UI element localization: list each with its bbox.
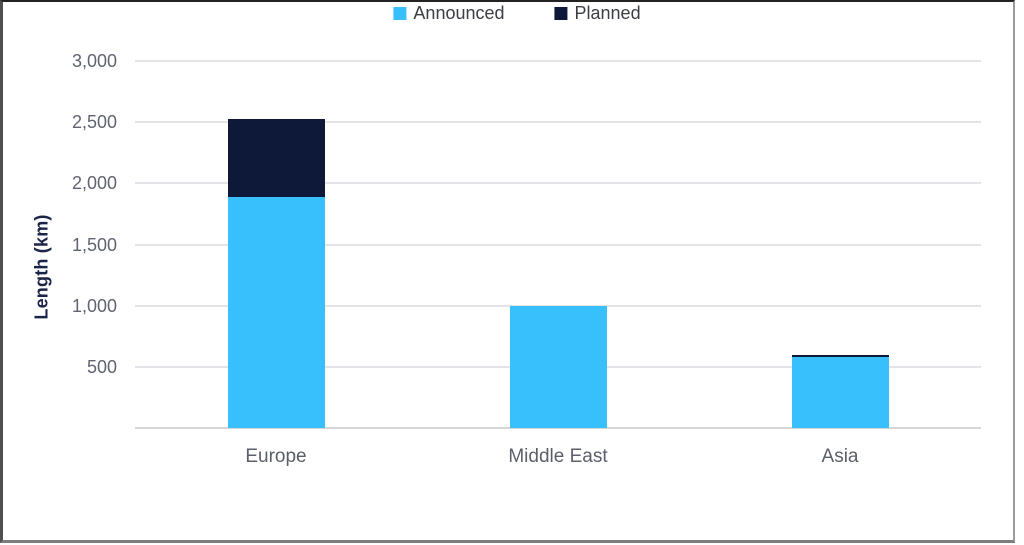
plot-area (135, 60, 981, 429)
gridline-1500 (135, 243, 981, 246)
x-category-label-middle-east: Middle East (508, 446, 608, 467)
legend: Announced Planned (393, 3, 641, 24)
y-tick-label-2000: 2,000 (71, 173, 117, 194)
y-tick-label-3000: 3,000 (71, 51, 117, 71)
gridline-3000 (135, 60, 981, 62)
x-category-label-asia: Asia (821, 446, 859, 467)
bar-asia-announced (791, 357, 889, 428)
legend-label-planned: Planned (574, 3, 641, 23)
gridline-1000 (135, 304, 981, 307)
gridline-2000 (135, 182, 981, 185)
bar-middle-east-announced (509, 305, 607, 428)
bar-europe-announced (227, 196, 325, 428)
x-category-label-europe: Europe (245, 446, 307, 467)
legend-item-announced: Announced (393, 3, 505, 24)
y-axis-tick-labels: 3,000 2,500 2,000 1,500 1,000 500 (0, 0, 117, 545)
y-tick-label-2500: 2,500 (71, 112, 117, 133)
y-tick-label-500: 500 (86, 356, 117, 377)
legend-swatch-announced-icon (393, 7, 407, 20)
x-axis-line (135, 427, 981, 429)
legend-swatch-planned-icon (554, 7, 568, 20)
legend-label-announced: Announced (413, 3, 505, 23)
legend-item-planned: Planned (554, 3, 641, 24)
gridline-2500 (135, 121, 981, 124)
y-tick-label-1500: 1,500 (71, 234, 117, 255)
bar-europe-planned (227, 118, 325, 197)
y-tick-label-1000: 1,000 (71, 295, 117, 316)
bar-asia-planned (791, 354, 889, 358)
